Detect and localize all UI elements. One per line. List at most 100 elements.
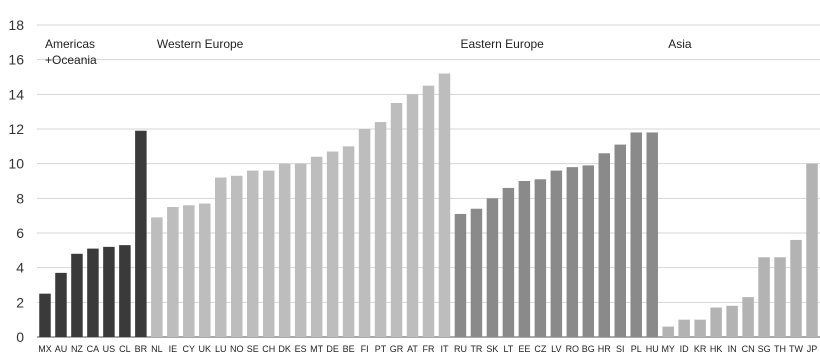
- bar: [151, 217, 163, 337]
- x-tick-label: DE: [326, 344, 339, 354]
- bar: [230, 175, 243, 337]
- y-tick-label: 16: [8, 52, 24, 68]
- x-tick-label: AU: [55, 344, 68, 354]
- bar: [55, 272, 67, 337]
- bar: [630, 132, 642, 337]
- bar: [614, 144, 627, 337]
- x-tick-label: IT: [440, 344, 449, 354]
- bar: [790, 239, 802, 337]
- bar: [422, 85, 435, 338]
- x-tick-label: SG: [758, 344, 771, 354]
- x-tick-label: TR: [470, 344, 482, 354]
- bar: [310, 156, 323, 337]
- x-tick-label: CY: [183, 344, 196, 354]
- bar: [470, 208, 483, 337]
- bar: [502, 187, 515, 337]
- bar: [342, 146, 355, 337]
- x-tick-label: AT: [407, 344, 418, 354]
- bar: [774, 257, 786, 337]
- bar: [167, 207, 179, 337]
- bar: [294, 163, 307, 337]
- bar: [406, 94, 419, 337]
- x-tick-label: JP: [807, 344, 818, 354]
- bar: [678, 319, 690, 337]
- x-tick-label: BE: [343, 344, 355, 354]
- y-tick-label: 6: [16, 225, 24, 241]
- x-tick-label: CN: [742, 344, 755, 354]
- group-label: Eastern Europe: [460, 37, 544, 51]
- bar: [598, 153, 611, 337]
- x-tick-label: FR: [423, 344, 435, 354]
- x-tick-label: CZ: [534, 344, 546, 354]
- bar: [135, 130, 147, 337]
- bar: [87, 248, 99, 337]
- bar: [326, 151, 339, 337]
- x-tick-label: UK: [199, 344, 212, 354]
- x-tick-label: US: [103, 344, 116, 354]
- bar: [582, 165, 595, 337]
- bar: [758, 257, 770, 337]
- x-tick-label: TH: [774, 344, 786, 354]
- bar: [486, 198, 499, 337]
- x-tick-label: LT: [503, 344, 513, 354]
- y-tick-label: 12: [8, 121, 24, 137]
- group-label: +Oceania: [45, 53, 97, 67]
- bar: [278, 163, 291, 337]
- x-tick-label: DK: [278, 344, 291, 354]
- y-axis: 0 2 4 6 8 10 12 14 16 18: [8, 17, 24, 345]
- x-tick-label: LV: [551, 344, 561, 354]
- x-tick-label: ID: [680, 344, 690, 354]
- x-tick-label: EE: [518, 344, 530, 354]
- bar: [199, 203, 211, 337]
- x-tick-label: IE: [169, 344, 178, 354]
- y-tick-label: 8: [16, 190, 24, 206]
- x-tick-label: GR: [390, 344, 404, 354]
- bar: [518, 181, 531, 337]
- y-tick-label: 18: [8, 17, 24, 33]
- bar: [534, 179, 547, 337]
- x-tick-label: HK: [710, 344, 723, 354]
- x-tick-label: MT: [310, 344, 323, 354]
- bar: [358, 129, 371, 337]
- bar: [742, 297, 754, 337]
- x-tick-label: SK: [486, 344, 498, 354]
- bar: [454, 213, 467, 337]
- bar: [71, 253, 83, 337]
- bar: [183, 205, 195, 337]
- bar: [550, 170, 563, 337]
- x-tick-label: PT: [375, 344, 387, 354]
- group-label: Asia: [668, 37, 692, 51]
- bar: [806, 163, 818, 337]
- y-tick-label: 0: [16, 329, 24, 345]
- x-tick-label: BG: [582, 344, 595, 354]
- x-tick-label: SI: [616, 344, 625, 354]
- y-tick-label: 4: [16, 260, 24, 276]
- group-label: Americas: [45, 37, 95, 51]
- y-tick-label: 14: [8, 86, 24, 102]
- bar: [262, 170, 275, 337]
- x-tick-label: MX: [38, 344, 52, 354]
- bar: [374, 122, 387, 337]
- x-tick-label: IN: [728, 344, 737, 354]
- bar: [103, 246, 115, 337]
- bar: [39, 293, 51, 337]
- bar: [646, 132, 658, 337]
- x-tick-label: ES: [295, 344, 307, 354]
- x-tick-label: HU: [646, 344, 659, 354]
- bar: [438, 73, 451, 338]
- bar: [119, 245, 131, 337]
- x-tick-labels: MX AU NZ CA US CL BR NL IE CY UK LU NO SE CH DK ES MT DE BE…: [38, 344, 817, 354]
- x-tick-label: CH: [262, 344, 275, 354]
- x-tick-label: PL: [631, 344, 642, 354]
- x-tick-label: FI: [361, 344, 369, 354]
- x-tick-label: MY: [661, 344, 675, 354]
- bar: [694, 319, 706, 337]
- x-tick-label: CA: [87, 344, 100, 354]
- bars: [39, 73, 818, 338]
- x-tick-label: KR: [694, 344, 707, 354]
- bar: [246, 170, 259, 337]
- x-tick-label: RO: [566, 344, 580, 354]
- bar: [726, 305, 738, 337]
